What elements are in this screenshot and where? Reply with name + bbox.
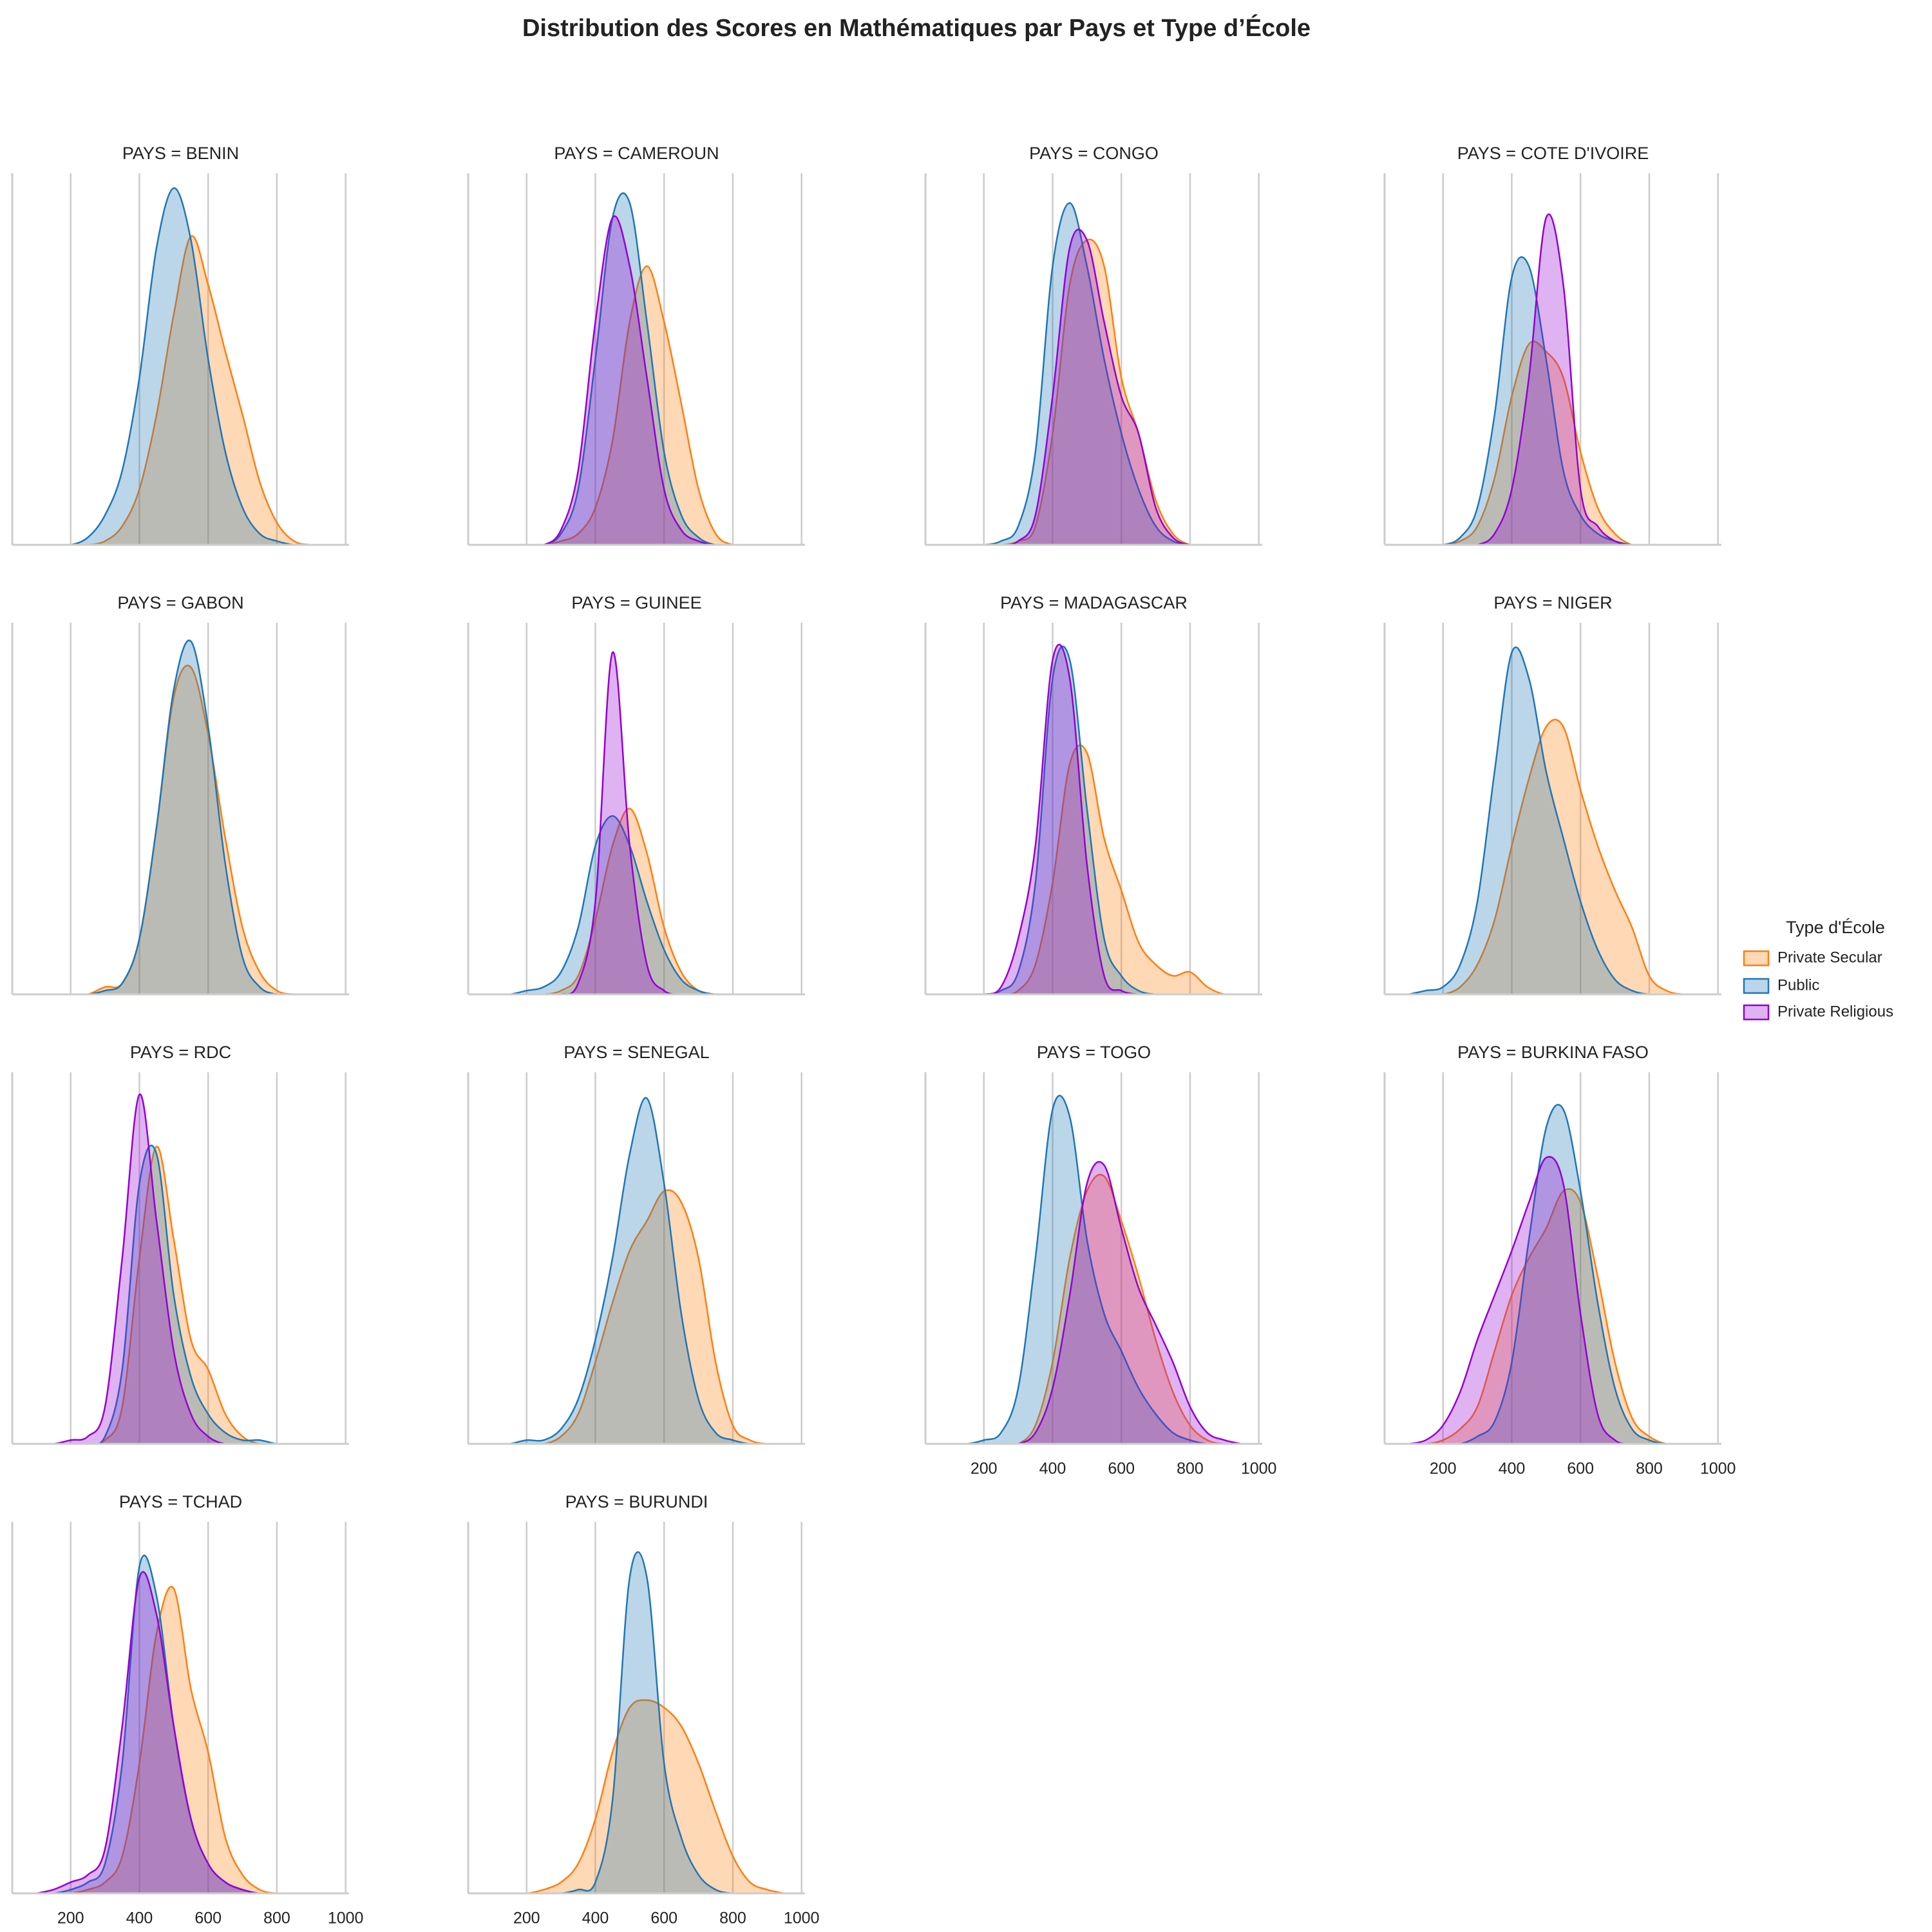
x-tick-label: 800 (719, 1909, 746, 1927)
density-area (491, 815, 786, 994)
facet: PAYS = GUINEE (467, 593, 805, 996)
density-group (35, 1094, 330, 1444)
density-group (1408, 646, 1702, 994)
density-area (1408, 340, 1702, 545)
density-area (949, 645, 1243, 994)
legend-swatch (1743, 950, 1770, 967)
density-area (35, 639, 330, 994)
facet: PAYS = BENIN (11, 144, 349, 546)
x-tick-label: 600 (650, 1909, 677, 1927)
density-area (35, 187, 330, 545)
density-area (491, 1699, 786, 1893)
facet: PAYS = MADAGASCAR (924, 593, 1262, 996)
x-tick-label: 400 (1039, 1460, 1066, 1478)
facet: PAYS = CONGO (924, 144, 1262, 546)
facet: PAYS = COTE D'IVOIRE (1383, 144, 1721, 546)
legend-label: Private Secular (1777, 949, 1882, 966)
facet-title: PAYS = BENIN (122, 144, 239, 163)
density-area (35, 1094, 330, 1444)
facet: PAYS = GABON (11, 593, 349, 996)
legend-title: Type d'École (1786, 918, 1885, 937)
density-area (1408, 256, 1702, 545)
facet: PAYS = NIGER (1383, 593, 1721, 996)
density-area (1408, 1188, 1702, 1444)
density-area (491, 215, 786, 545)
density-area (35, 1571, 330, 1893)
facet-title: PAYS = CAMEROUN (554, 144, 719, 163)
facet-title: PAYS = MADAGASCAR (1000, 593, 1188, 612)
density-area (949, 229, 1243, 545)
density-area (1408, 719, 1702, 994)
legend-label: Private Religious (1777, 1003, 1893, 1020)
facet: PAYS = BURKINA FASO 200 400 600 800 1000 (1383, 1043, 1736, 1478)
x-tick-label: 800 (1177, 1460, 1204, 1478)
facet: PAYS = CAMEROUN (467, 144, 805, 546)
x-tick-label: 800 (263, 1909, 290, 1927)
density-group (949, 643, 1243, 994)
density-group (35, 1555, 330, 1893)
facet: PAYS = TCHAD 200 400 600 800 1000 (11, 1492, 364, 1927)
x-tick-label: 600 (194, 1909, 222, 1927)
facet-title: PAYS = COTE D'IVOIRE (1457, 144, 1649, 163)
density-group (491, 1097, 786, 1444)
x-tick-label: 200 (57, 1909, 84, 1927)
density-area (1408, 213, 1702, 545)
x-tick-label: 200 (1430, 1460, 1457, 1478)
density-area (491, 651, 786, 994)
density-area (949, 1173, 1243, 1444)
x-tick-label: 200 (513, 1909, 540, 1927)
density-group (35, 187, 330, 545)
density-group (491, 1551, 786, 1893)
x-tick-label: 400 (126, 1909, 153, 1927)
facet-title: PAYS = GABON (117, 593, 243, 612)
x-tick-label: 600 (1567, 1460, 1594, 1478)
density-area (949, 643, 1243, 994)
x-tick-label: 1000 (1241, 1460, 1277, 1478)
density-group (491, 192, 786, 545)
facet: PAYS = BURUNDI 200 400 600 800 1000 (467, 1492, 820, 1927)
density-area (1408, 1104, 1702, 1444)
x-tick-label: 400 (582, 1909, 609, 1927)
density-area (491, 1551, 786, 1893)
facet-title: PAYS = BURKINA FASO (1457, 1043, 1649, 1062)
density-group (491, 651, 786, 994)
density-area (491, 1097, 786, 1444)
density-group (949, 202, 1243, 545)
x-tick-label: 800 (1636, 1460, 1663, 1478)
legend-swatch (1743, 1004, 1770, 1021)
density-area (35, 665, 330, 994)
facet-title: PAYS = BURUNDI (565, 1492, 708, 1511)
x-tick-label: 600 (1108, 1460, 1135, 1478)
facet: PAYS = TOGO 200 400 600 800 1000 (924, 1043, 1277, 1478)
facet-title: PAYS = TOGO (1037, 1043, 1151, 1062)
facet-title: PAYS = NIGER (1493, 593, 1612, 612)
legend-swatch (1743, 978, 1770, 994)
facet: PAYS = SENEGAL (467, 1043, 805, 1445)
density-area (1408, 1156, 1702, 1444)
density-group (949, 1095, 1243, 1444)
x-tick-label: 1000 (328, 1909, 364, 1927)
facet-title: PAYS = RDC (130, 1043, 231, 1062)
facet-title: PAYS = TCHAD (119, 1492, 242, 1511)
density-group (1408, 1104, 1702, 1444)
density-area (1408, 646, 1702, 994)
x-tick-label: 400 (1499, 1460, 1526, 1478)
facet-title: PAYS = GUINEE (571, 593, 701, 612)
density-area (35, 1146, 330, 1444)
legend-label: Public (1777, 976, 1819, 994)
x-tick-label: 1000 (1700, 1460, 1736, 1478)
chart-title: Distribution des Scores en Mathématiques… (522, 14, 1311, 42)
x-tick-label: 200 (971, 1460, 998, 1478)
facet: PAYS = RDC (11, 1043, 349, 1445)
density-group (35, 639, 330, 994)
density-group (1408, 213, 1702, 545)
density-area (949, 1160, 1243, 1444)
facet-title: PAYS = SENEGAL (564, 1043, 709, 1062)
x-tick-label: 1000 (784, 1909, 820, 1927)
facet-title: PAYS = CONGO (1029, 144, 1159, 163)
